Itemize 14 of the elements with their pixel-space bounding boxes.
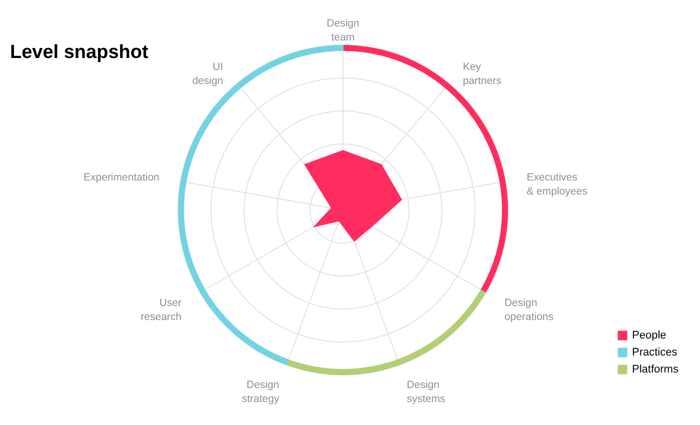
- spoke-label: Design operations: [504, 297, 554, 324]
- legend-label: Platforms: [632, 364, 679, 376]
- spoke-label: Design systems: [406, 379, 446, 406]
- spoke-label: User research: [140, 297, 182, 324]
- legend-label: Practices: [632, 346, 678, 358]
- spoke-label: Design strategy: [242, 379, 280, 406]
- spoke-label: Key partners: [462, 61, 502, 88]
- legend-label: People: [632, 330, 666, 342]
- spoke-label: Experimentation: [84, 172, 160, 184]
- spoke-label: Executives & employees: [526, 172, 588, 198]
- donut-slice: [286, 290, 486, 375]
- spoke-label: Design team: [326, 18, 360, 44]
- spoke-label: UI design: [192, 61, 224, 88]
- text: Level snapshot: [10, 42, 148, 64]
